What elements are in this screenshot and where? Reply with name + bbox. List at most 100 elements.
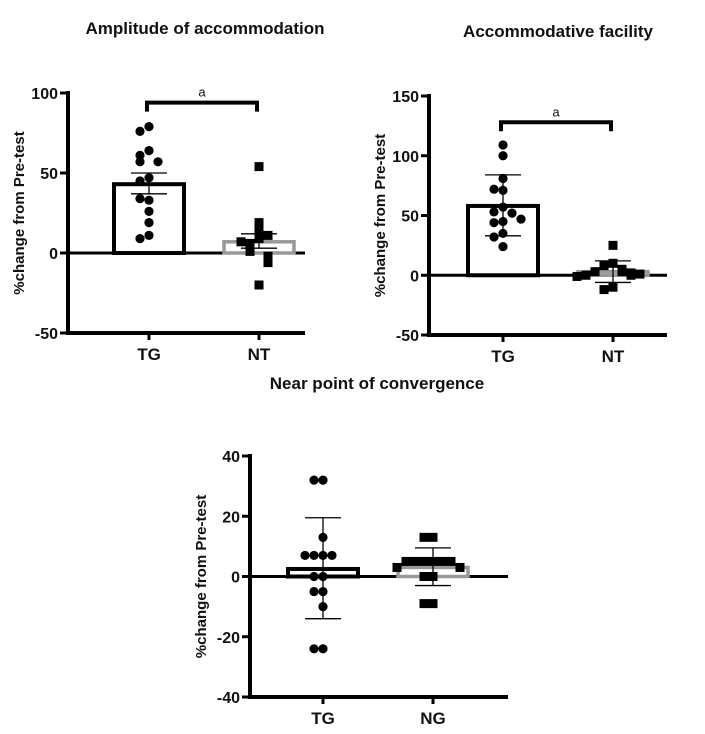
data-point [498,216,508,227]
data-point [437,556,447,566]
data-point [153,157,163,167]
data-point [498,185,508,196]
y-tick-label: 100 [31,86,58,103]
data-point [254,280,264,290]
data-point [489,232,499,242]
data-point [599,261,609,271]
y-tick-label: -50 [35,326,58,343]
data-point [263,258,273,268]
chart-title: Accommodative facility [463,22,653,41]
data-point [318,475,328,485]
chart-title: Amplitude of accommodation [86,19,325,38]
data-point [263,230,273,240]
chart-panel-1: Accommodative facility %change from Pre-t… [372,22,667,366]
data-point [489,207,499,217]
y-tick-label: 0 [231,570,240,587]
data-point [309,550,319,561]
data-point [318,550,328,561]
data-point [144,173,154,183]
data-point [498,151,508,161]
y-tick-label: -40 [217,690,240,707]
data-point [626,270,636,280]
data-point [254,218,264,228]
x-tick-label: NT [602,347,625,366]
y-tick-label: -20 [217,630,240,647]
y-tick-label: -50 [396,328,419,345]
data-point [144,206,154,216]
data-point [300,550,310,561]
data-point [498,202,508,212]
significance-bracket [499,120,613,132]
data-point [428,532,438,542]
x-tick-label: TG [311,709,335,728]
data-point [144,122,154,132]
y-tick-label: 100 [392,149,419,166]
data-point [309,644,319,654]
x-tick-label: NT [248,345,271,364]
x-tick-label: TG [491,347,515,366]
data-point [428,599,438,609]
data-point [489,184,499,194]
data-point [245,246,255,256]
data-point [309,571,319,582]
data-point [608,240,618,250]
data-point [318,644,328,654]
data-point [254,234,264,244]
data-point [489,218,499,228]
x-tick-label: NG [420,709,446,728]
data-point [135,126,145,136]
data-point [608,258,618,268]
data-point [572,271,582,281]
data-point [236,237,246,247]
data-point [498,173,508,184]
y-tick-label: 0 [49,246,58,263]
x-tick-label: TG [137,345,161,364]
chart-panel-0: Amplitude of accommodation %change from P… [11,19,324,364]
data-point [135,157,145,167]
data-point [410,556,420,566]
data-point [318,602,328,612]
data-point [419,556,429,566]
y-axis-label: %change from Pre-test [193,495,210,658]
data-point [135,234,145,244]
data-point [507,208,517,218]
data-point [419,572,429,581]
data-point [144,146,154,156]
y-tick-label: 40 [222,449,240,466]
data-point [318,571,328,582]
data-point [254,162,264,172]
data-point [401,556,411,566]
data-point [635,269,645,279]
data-point [135,194,145,204]
data-point [455,562,465,572]
y-tick-label: 20 [222,509,240,526]
data-point [498,140,508,150]
data-point [419,599,429,609]
data-point [318,586,328,597]
data-point [428,556,438,566]
data-point [617,267,627,277]
data-point [428,572,438,581]
data-point [254,226,264,236]
chart-title: Near point of convergence [270,374,484,393]
data-point [327,550,337,561]
y-tick-label: 150 [392,89,419,106]
data-point [135,176,145,186]
data-point [392,562,402,572]
chart-panel-2: Near point of convergence %change from Pr… [193,374,508,728]
data-point [318,532,328,542]
y-axis-label: %change from Pre-test [11,131,28,294]
data-point [599,285,609,295]
y-tick-label: 50 [401,209,419,226]
data-point [446,556,456,566]
data-point [144,195,154,205]
y-tick-label: 50 [40,166,58,183]
data-point [498,241,508,252]
data-point [498,228,508,239]
data-point [419,532,429,542]
significance-label: a [198,85,206,100]
y-tick-label: 0 [410,268,419,285]
data-point [309,475,319,485]
y-axis-label: %change from Pre-test [372,134,389,297]
